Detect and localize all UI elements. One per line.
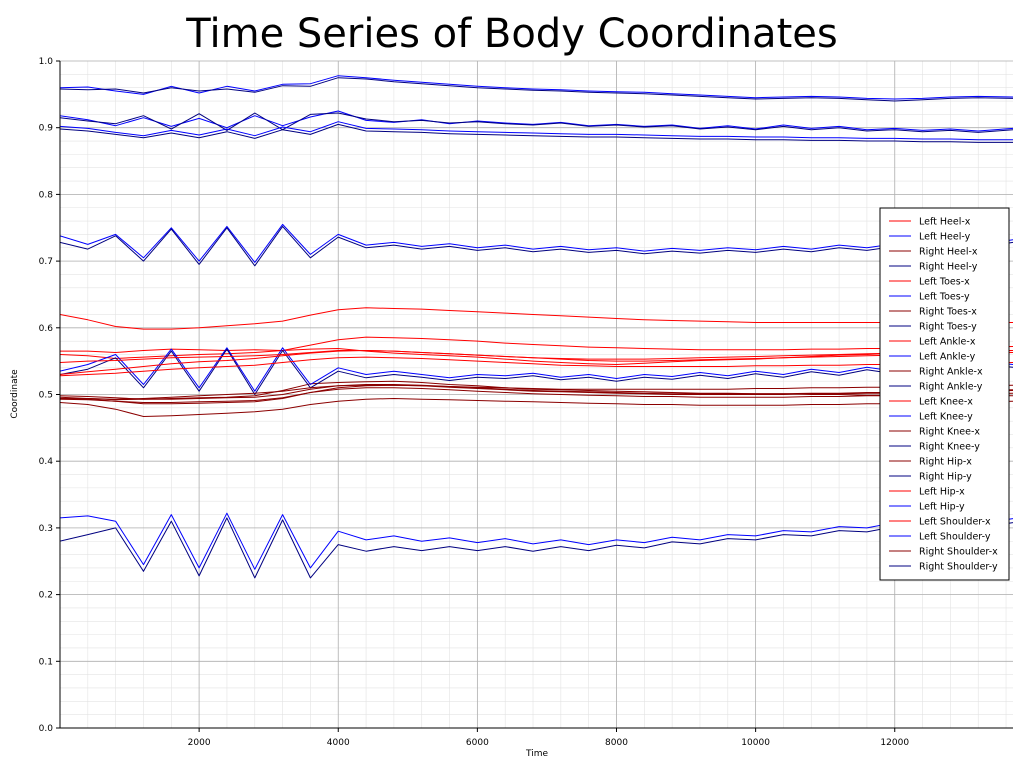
legend-label-left-shoulder-y: Left Shoulder-y [919,532,991,543]
series-line-left-knee-y [60,223,1013,263]
legend-label-right-knee-y: Right Knee-y [919,442,980,453]
series-line-left-toes-y [60,75,1013,100]
series-line-left-shoulder-x [60,350,1013,375]
legend-label-left-heel-y: Left Heel-y [919,232,971,243]
y-axis-label: Coordinate [10,369,20,419]
y-tick-label: 0.9 [39,124,54,134]
chart-title: Time Series of Body Coordinates [185,11,837,57]
legend-label-right-ankle-x: Right Ankle-x [919,367,983,378]
y-tick-label: 0.5 [39,391,53,401]
legend-label-left-heel-x: Left Heel-x [919,217,971,228]
series-line-right-knee-x [60,384,1013,400]
legend-label-left-knee-y: Left Knee-y [919,412,973,423]
legend-box [879,207,1010,581]
x-axis-label: Time [525,749,548,759]
legend-label-right-heel-x: Right Heel-x [919,247,978,258]
series-line-right-toes-y [60,77,1013,102]
x-tick-label: 6000 [466,738,489,748]
legend-label-right-toes-x: Right Toes-x [919,307,977,318]
legend-label-left-shoulder-x: Left Shoulder-x [919,517,991,528]
series-line-right-hip-y [60,123,1013,143]
y-tick-label: 0.0 [39,724,54,734]
y-tick-label: 0.7 [39,257,53,267]
series-line-left-toes-x [60,307,1013,330]
y-tick-label: 1.0 [39,57,54,67]
legend-label-left-ankle-x: Left Ankle-x [919,337,976,348]
legend-label-left-hip-x: Left Hip-x [919,487,965,498]
legend-label-right-shoulder-x: Right Shoulder-x [919,547,998,558]
series-line-left-heel-x [60,348,1013,365]
y-tick-label: 0.1 [39,657,53,667]
legend-label-left-toes-x: Left Toes-x [919,277,970,288]
x-tick-label: 8000 [605,738,628,748]
y-tick-label: 0.2 [39,591,53,601]
x-tick-label: 12000 [880,738,909,748]
legend: Left Heel-x Left Heel-y Right Heel-x Right … [879,207,1010,581]
series-line-left-hip-x [60,356,1013,377]
y-axis-ticks: 0.0 0.1 0.2 0.3 0.4 0.5 0.6 0.7 0.8 0.9 1.0 [39,57,60,734]
series-line-right-knee-y [60,225,1013,267]
series-line-right-heel-y [60,112,1013,133]
x-tick-label: 4000 [327,738,350,748]
legend-label-right-shoulder-y: Right Shoulder-y [919,562,998,573]
legend-label-right-hip-x: Right Hip-x [919,457,972,468]
series-line-right-shoulder-x [60,387,1013,403]
x-axis-ticks: 2000 4000 6000 8000 10000 12000 [188,728,909,748]
series-line-left-shoulder-y [60,512,1013,570]
legend-label-right-toes-y: Right Toes-y [919,322,977,333]
series-line-right-hip-x [60,384,1013,400]
series-line-right-ankle-x [60,384,1013,405]
x-tick-label: 10000 [741,738,770,748]
series-line-right-toes-x [60,398,1013,417]
series-layer [60,75,1013,579]
y-tick-label: 0.6 [39,324,54,334]
legend-label-left-hip-y: Left Hip-y [919,502,965,513]
series-line-left-ankle-x [60,336,1013,359]
legend-label-left-toes-y: Left Toes-y [919,292,970,303]
series-line-left-hip-y [60,121,1013,141]
series-line-right-shoulder-y [60,517,1013,579]
series-line-right-heel-x [60,380,1013,401]
legend-label-left-ankle-y: Left Ankle-y [919,352,976,363]
legend-label-right-knee-x: Right Knee-x [919,427,980,438]
series-line-right-ankle-y [60,348,1013,395]
legend-label-right-hip-y: Right Hip-y [919,472,972,483]
y-tick-label: 0.4 [39,457,54,467]
legend-label-right-heel-y: Right Heel-y [919,262,978,273]
y-tick-label: 0.3 [39,524,53,534]
y-tick-label: 0.8 [39,190,54,200]
legend-label-right-ankle-y: Right Ankle-y [919,382,983,393]
major-gridlines [60,60,1013,729]
x-tick-label: 2000 [188,738,211,748]
legend-label-left-knee-x: Left Knee-x [919,397,973,408]
series-line-left-knee-x [60,350,1013,363]
